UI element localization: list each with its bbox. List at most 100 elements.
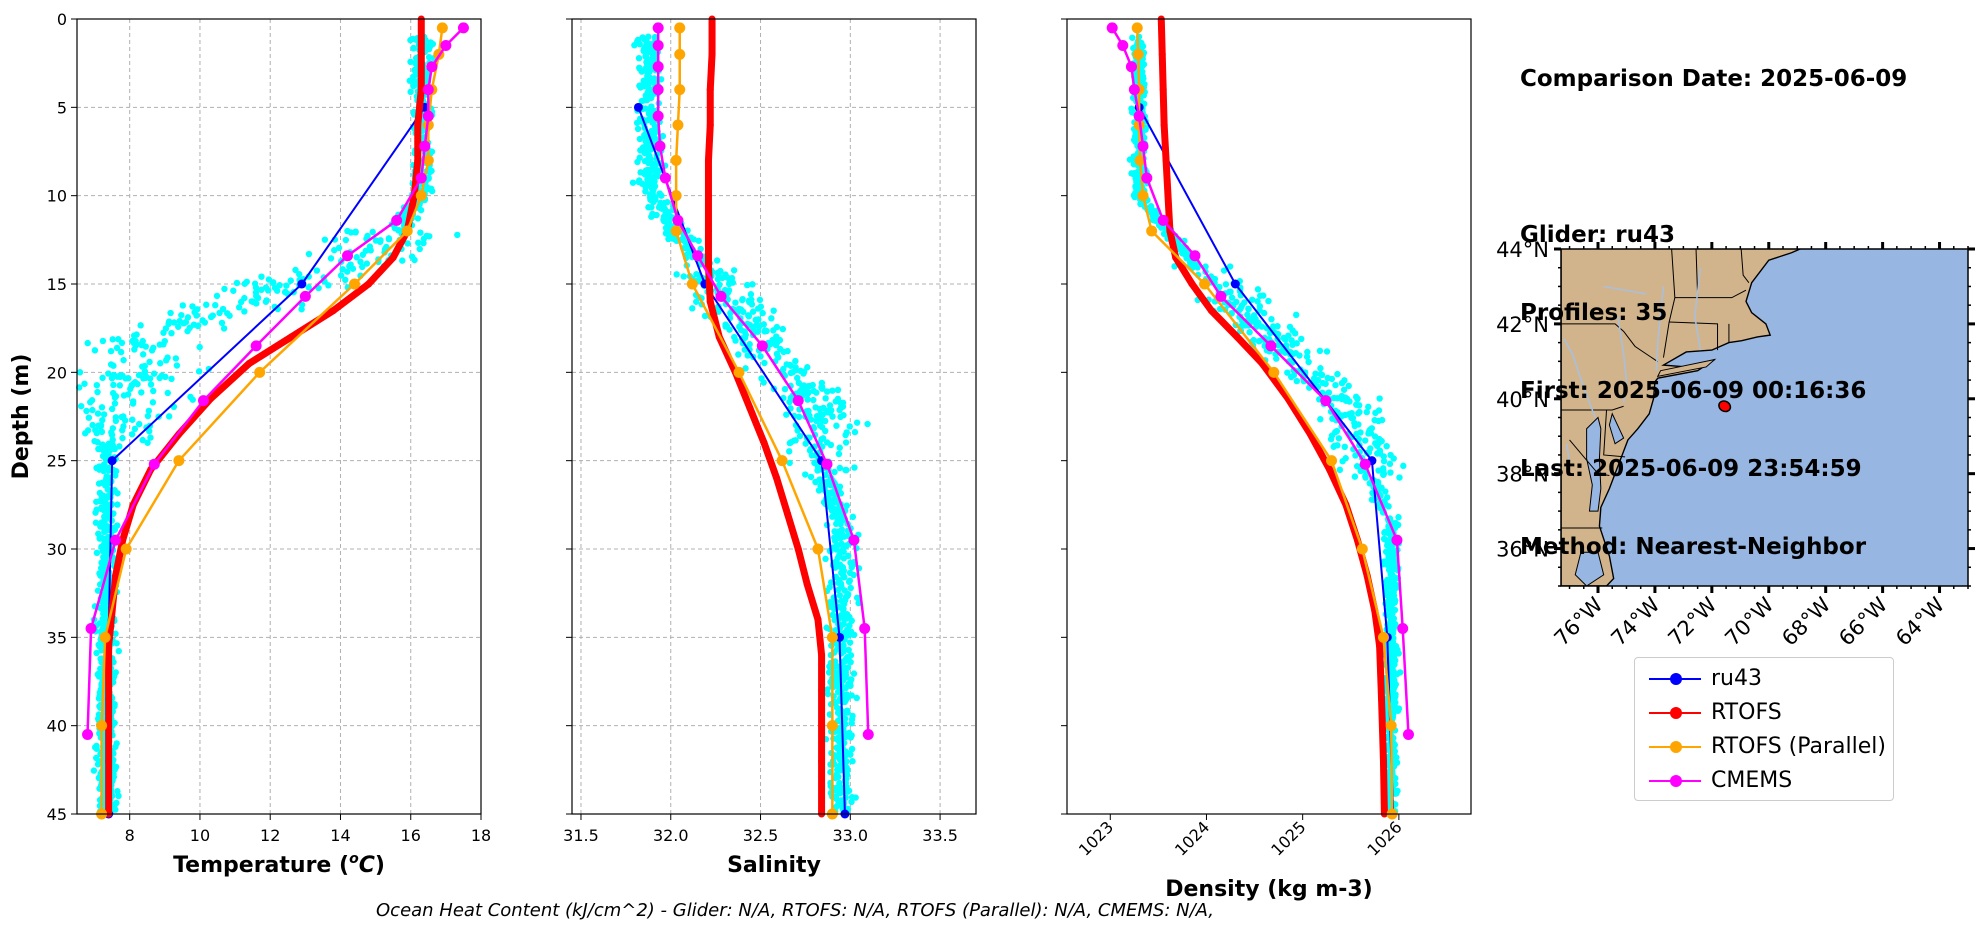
glider-observation-point (763, 327, 770, 335)
glider-observation-point (641, 157, 649, 165)
series-marker (704, 227, 712, 235)
glider-observation-point (695, 237, 702, 244)
glider-observation-point (1134, 168, 1142, 175)
glider-observation-point (128, 431, 136, 438)
map-content (1561, 249, 1968, 586)
glider-observation-point (109, 436, 116, 443)
glider-observation-point (1286, 323, 1294, 331)
glider-observation-point (832, 793, 840, 800)
glider-observation-point (1245, 305, 1252, 313)
glider-observation-point (817, 411, 824, 418)
glider-observation-point (693, 270, 700, 278)
series-marker (120, 543, 132, 555)
glider-observation-point (98, 504, 105, 511)
glider-observation-point (784, 347, 791, 355)
x-tick-label: 12 (260, 826, 280, 845)
glider-observation-point (1376, 395, 1383, 402)
glider-observation-point (846, 679, 854, 686)
glider-observation-point (1298, 335, 1305, 343)
glider-observation-point (1254, 298, 1261, 305)
x-axis-label: Density (kg m-3) (1165, 877, 1373, 902)
glider-observation-point (834, 516, 841, 524)
glider-observation-point (642, 181, 650, 189)
glider-observation-point (173, 362, 181, 369)
legend: ru43 RTOFS RTOFS (Parallel) CMEMS (1634, 657, 1894, 801)
series-marker (414, 156, 422, 164)
glider-observation-point (254, 294, 262, 302)
glider-observation-point (760, 321, 768, 328)
glider-observation-point (1248, 296, 1256, 303)
glider-observation-point (836, 464, 844, 472)
glider-observation-point (810, 387, 817, 395)
glider-observation-point (744, 352, 751, 359)
glider-observation-point (730, 267, 738, 274)
glider-observation-point (638, 97, 646, 105)
glider-observation-point (779, 325, 787, 333)
glider-observation-point (636, 135, 644, 143)
glider-observation-point (1362, 474, 1369, 481)
glider-observation-point (768, 315, 775, 322)
glider-observation-point (732, 299, 739, 306)
glider-observation-point (829, 413, 836, 420)
glider-observation-point (1387, 570, 1395, 578)
glider-observation-point (237, 298, 245, 306)
glider-observation-point (812, 478, 819, 486)
glider-observation-point (646, 166, 653, 174)
glider-observation-point (722, 321, 729, 328)
glider-observation-point (111, 801, 118, 808)
glider-observation-point (834, 745, 841, 752)
glider-observation-point (1252, 315, 1259, 323)
map-lat-label: 40°N (1496, 388, 1549, 412)
glider-observation-point (1335, 435, 1343, 442)
glider-observation-point (362, 247, 370, 254)
glider-observation-point (134, 380, 141, 388)
series-marker (704, 262, 712, 270)
glider-observation-point (644, 69, 651, 77)
glider-observation-point (1290, 371, 1298, 379)
glider-observation-point (649, 119, 656, 126)
series-marker (794, 545, 802, 553)
glider-observation-point (116, 443, 123, 450)
glider-observation-point (81, 380, 88, 387)
glider-observation-point (756, 296, 764, 304)
glider-observation-point (226, 312, 233, 319)
glider-observation-point (95, 673, 103, 680)
glider-observation-point (147, 434, 154, 441)
glider-observation-point (1222, 281, 1230, 288)
glider-observation-point (725, 280, 733, 288)
glider-observation-point (1352, 393, 1360, 401)
state-border (1561, 323, 1659, 363)
glider-observation-point (1395, 514, 1402, 521)
glider-observation-point (111, 394, 119, 401)
glider-observation-point (829, 387, 836, 394)
glider-observation-point (1387, 469, 1394, 476)
glider-observation-point (1356, 408, 1363, 416)
glider-observation-point (120, 392, 128, 399)
glider-observation-point (1265, 297, 1272, 305)
glider-observation-point (849, 513, 857, 521)
series-line (1135, 27, 1394, 815)
glider-observation-point (114, 501, 121, 508)
glider-observation-point (408, 253, 416, 260)
glider-observation-point (283, 282, 290, 289)
glider-observation-point (220, 325, 228, 332)
glider-observation-point (292, 266, 299, 274)
series-marker (112, 572, 120, 579)
glider-observation-point (454, 231, 461, 239)
glider-observation-point (770, 307, 777, 314)
glider-observation-point (731, 333, 738, 341)
glider-observation-point (96, 692, 103, 700)
glider-observation-point (1390, 563, 1397, 570)
glider-observation-point (844, 592, 851, 600)
glider-observation-point (792, 357, 799, 365)
glider-observation-point (1334, 370, 1341, 378)
x-tick-label: 1024 (1171, 817, 1213, 859)
glider-observation-point (1389, 665, 1396, 672)
series-marker (1189, 250, 1201, 262)
glider-observation-point (847, 559, 854, 566)
glider-observation-point (335, 244, 343, 252)
glider-observation-point (203, 301, 210, 308)
series-marker (1265, 340, 1277, 352)
series-marker (746, 404, 754, 412)
glider-observation-point (427, 185, 435, 192)
